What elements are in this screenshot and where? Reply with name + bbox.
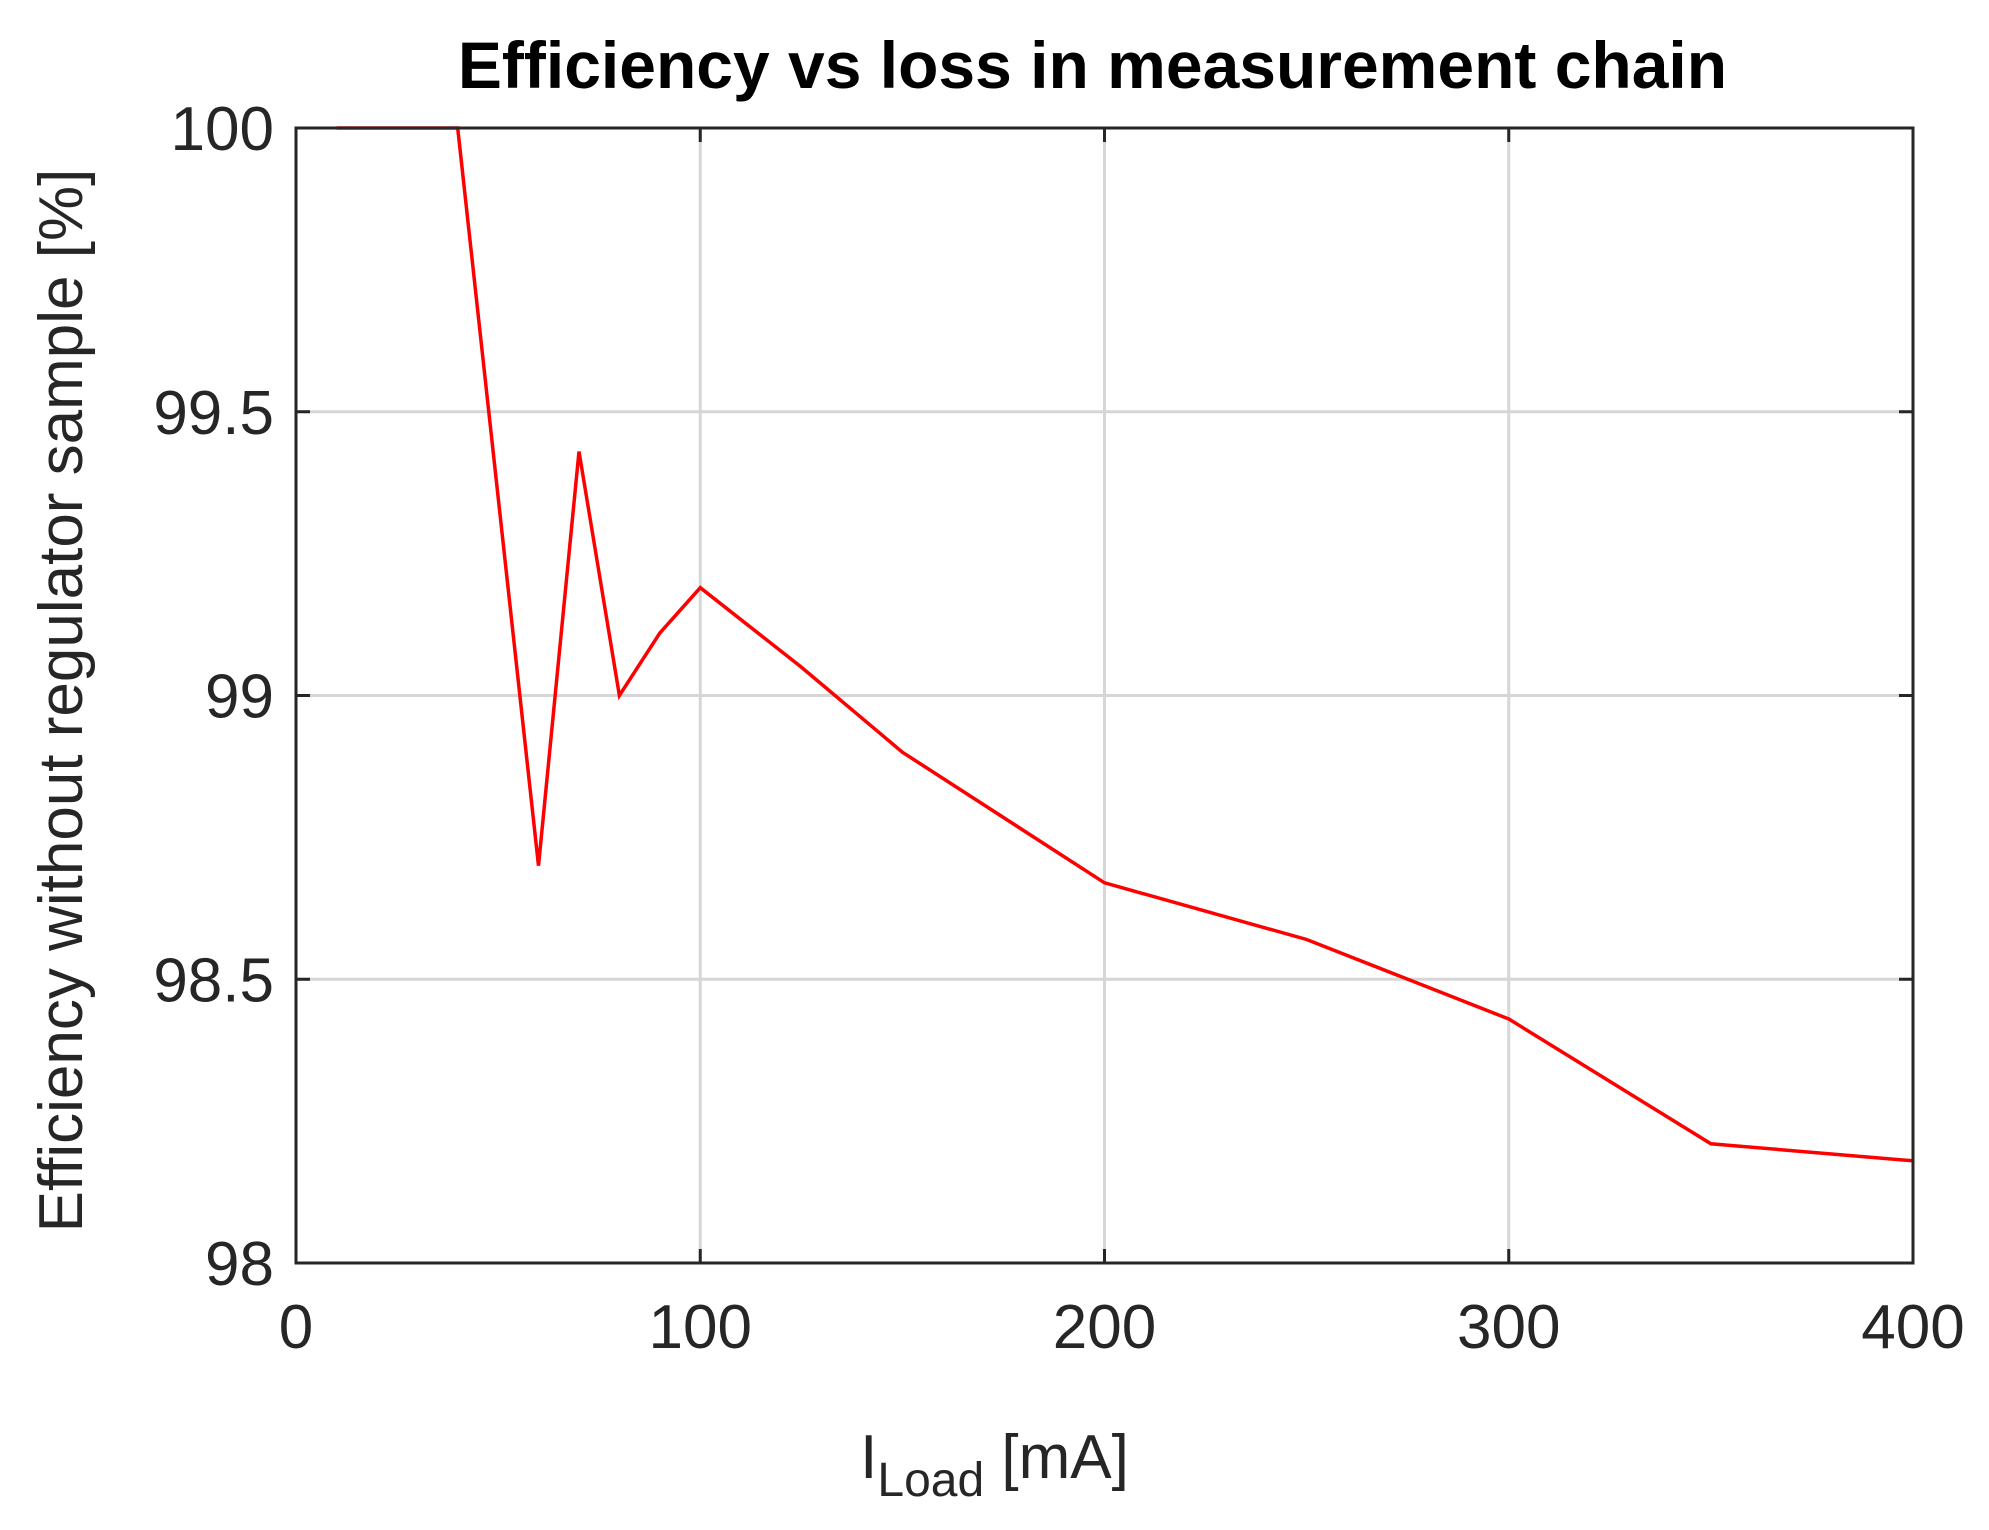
x-tick-label: 300: [1457, 1293, 1560, 1362]
x-tick-label: 400: [1861, 1293, 1964, 1362]
chart-title: Efficiency vs loss in measurement chain: [458, 28, 1727, 102]
x-tick-label: 100: [649, 1293, 752, 1362]
series-layer: [336, 126, 1914, 1163]
grid-layer: [296, 128, 1913, 1263]
y-axis-label: Efficiency without regulator sample [%]: [27, 169, 96, 1233]
tick-layer: 0 100 200 300 400 98 98.5 99 99.5 100: [153, 95, 1964, 1362]
x-axis-label-subscript: Load: [877, 1454, 984, 1507]
y-tick-label: 98.5: [153, 946, 274, 1015]
y-tick-label: 99.5: [153, 379, 274, 448]
x-tick-label: 200: [1053, 1293, 1156, 1362]
x-axis-label-suffix: [mA]: [984, 1423, 1129, 1492]
x-axis-label: ILoad [mA]: [860, 1423, 1129, 1507]
y-tick-label: 98: [205, 1230, 274, 1299]
x-axis-label-main: I: [860, 1423, 877, 1492]
y-tick-label: 99: [205, 663, 274, 732]
y-tick-label: 100: [171, 95, 274, 164]
series-line-efficiency: [336, 126, 1914, 1163]
x-tick-label: 0: [279, 1293, 313, 1362]
